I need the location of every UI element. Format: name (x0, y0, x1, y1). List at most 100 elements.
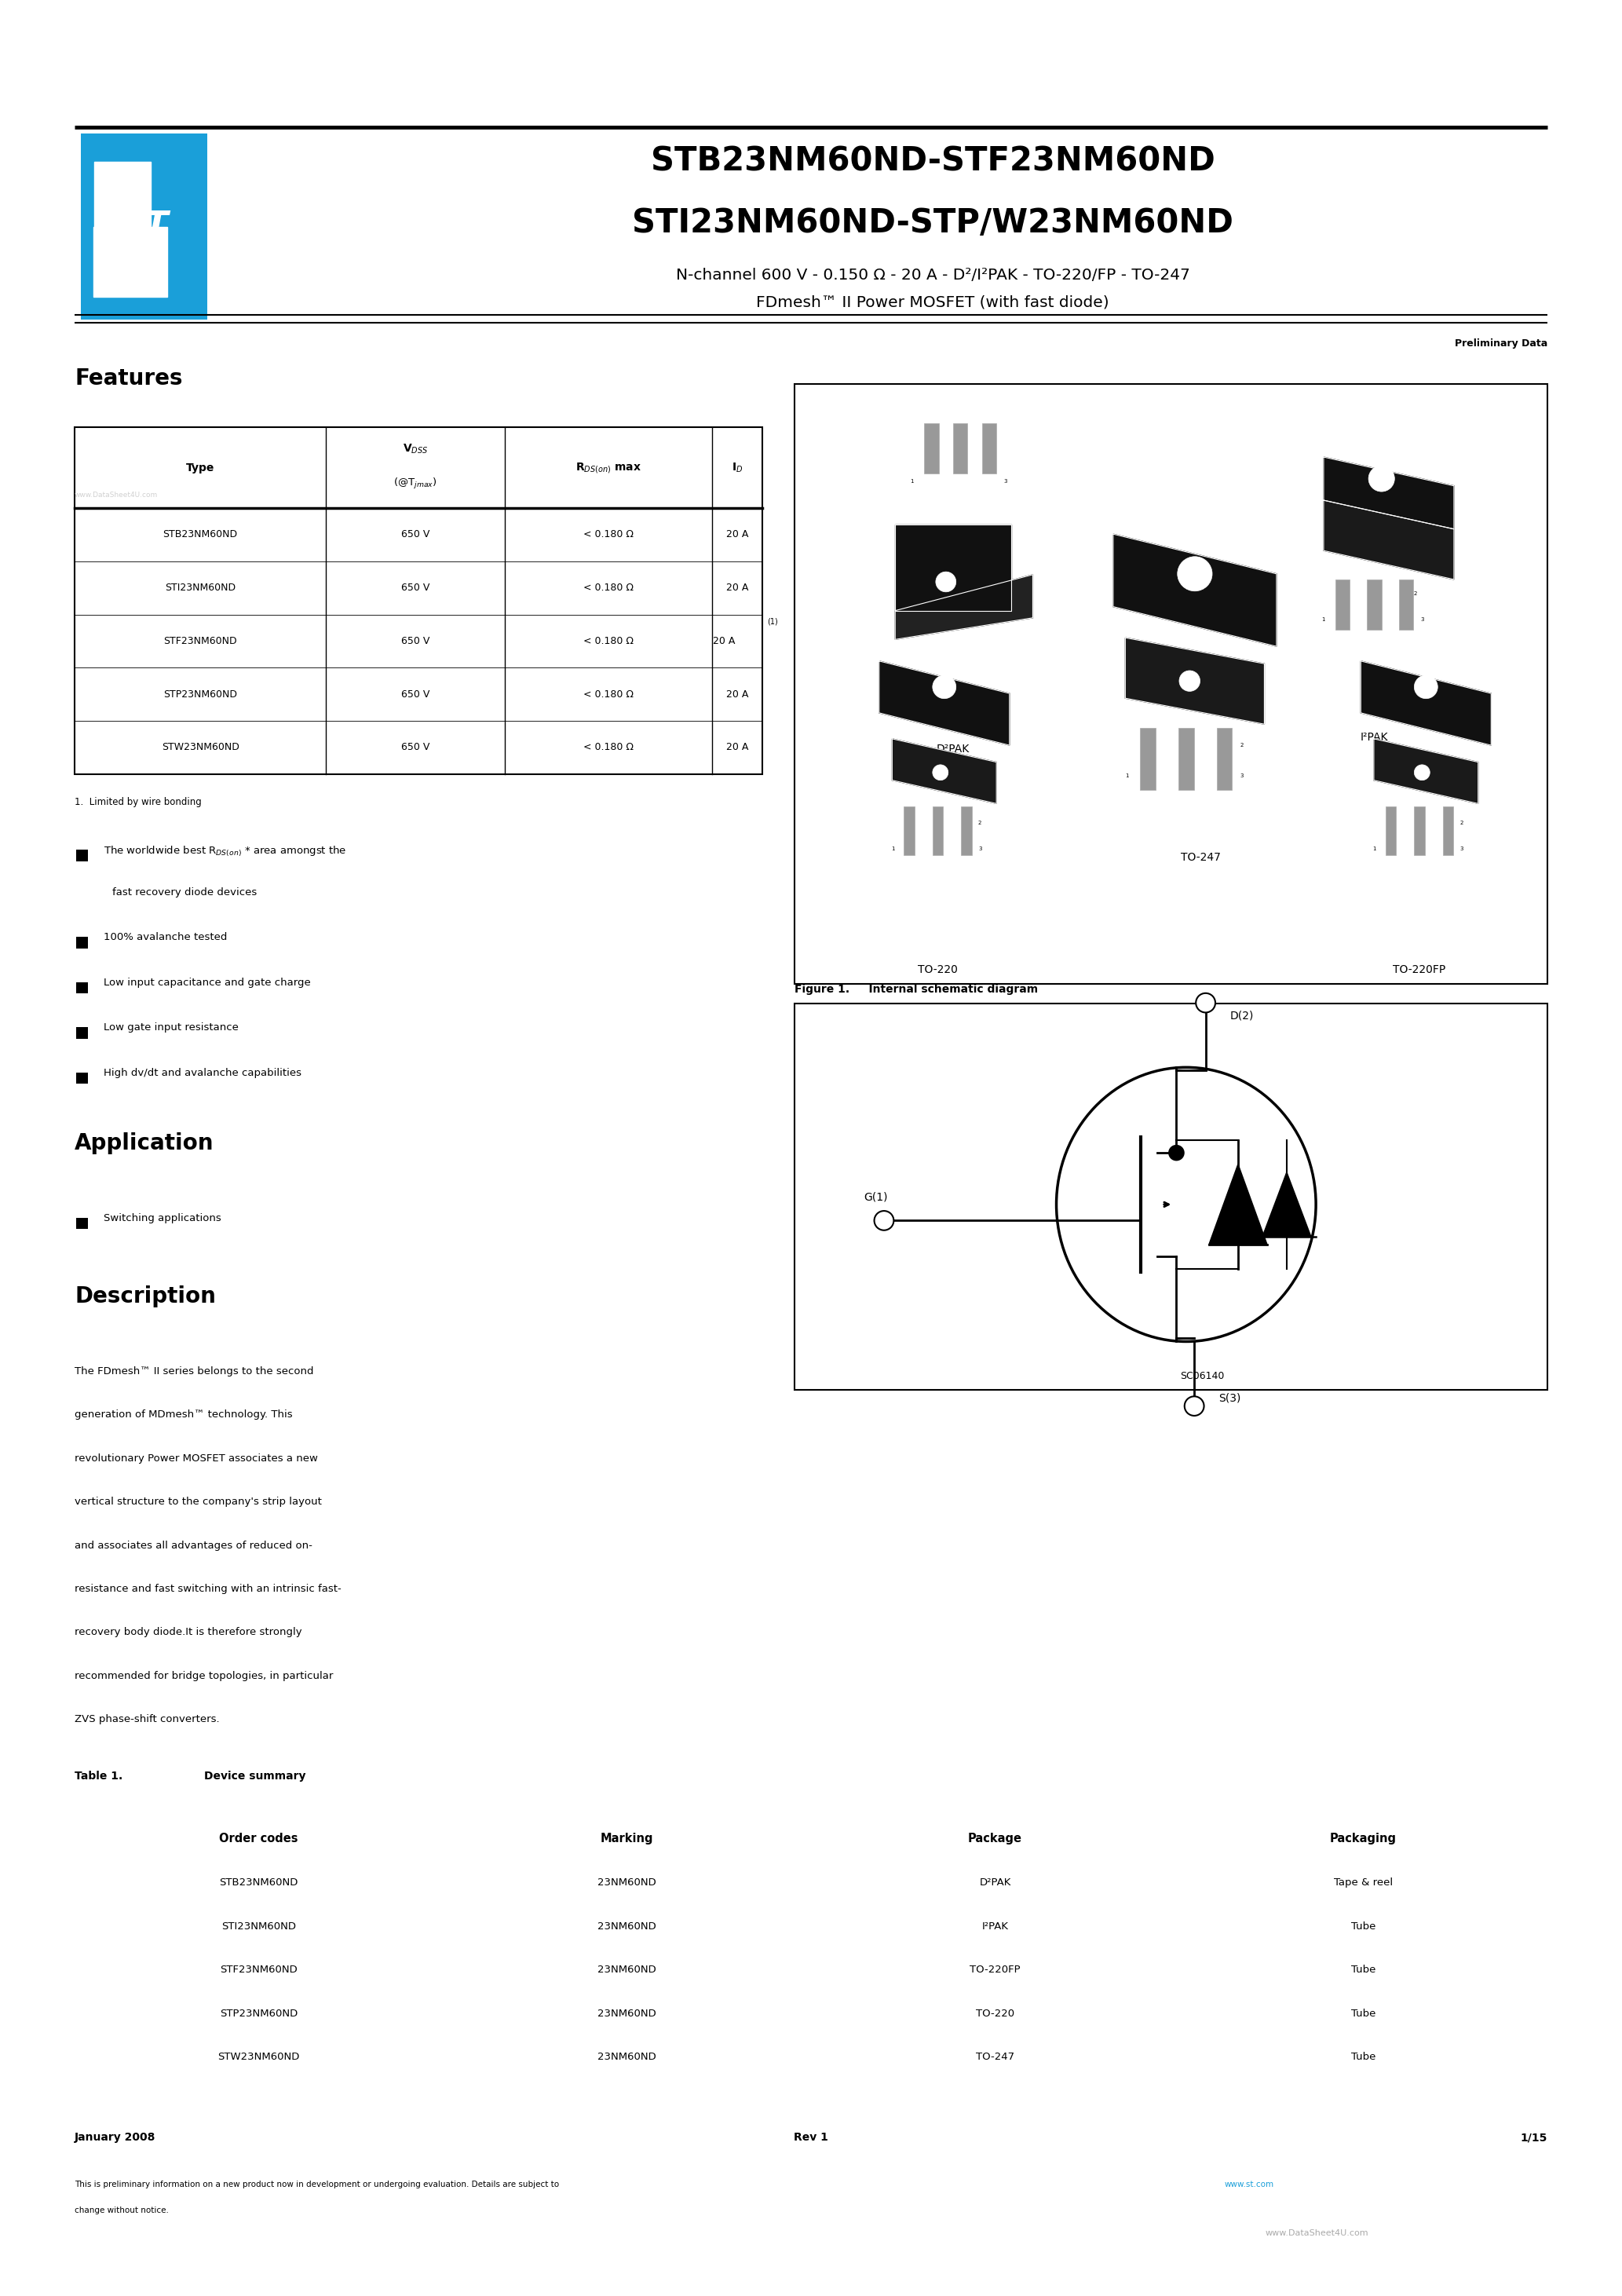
Bar (1414, 806, 1424, 856)
Text: D²PAK: D²PAK (980, 1878, 1011, 1887)
Bar (1367, 579, 1382, 629)
Text: < 0.180 Ω: < 0.180 Ω (584, 742, 633, 753)
Text: TO-220FP: TO-220FP (970, 1965, 1020, 1975)
Text: 23NM60ND: 23NM60ND (597, 1878, 657, 1887)
Text: Device summary: Device summary (204, 1770, 307, 1782)
Bar (76, 1026, 88, 1038)
Bar (1335, 579, 1350, 629)
Bar (75, 1816, 1547, 1862)
Text: 20 A: 20 A (727, 689, 748, 700)
Bar (76, 937, 88, 948)
Text: Package: Package (968, 1832, 1022, 1844)
Text: 2: 2 (1413, 592, 1418, 597)
Text: www.DataSheet4U.com: www.DataSheet4U.com (75, 491, 157, 498)
Circle shape (1179, 670, 1200, 691)
Text: change without notice.: change without notice. (75, 2206, 169, 2213)
Text: 2: 2 (1239, 742, 1244, 746)
Text: 3: 3 (1421, 618, 1424, 622)
Text: Preliminary Data: Preliminary Data (1455, 340, 1547, 349)
Text: SC06140: SC06140 (1181, 1371, 1225, 1382)
Text: 20 A: 20 A (727, 583, 748, 592)
Text: < 0.180 Ω: < 0.180 Ω (584, 689, 633, 700)
Text: This is preliminary information on a new product now in development or undergoin: This is preliminary information on a new… (75, 2181, 560, 2188)
Text: 1: 1 (910, 478, 915, 484)
Text: 2: 2 (1460, 820, 1463, 824)
Text: D(2): D(2) (1229, 1010, 1254, 1022)
Text: Tube: Tube (1351, 1965, 1375, 1975)
Text: 2: 2 (978, 820, 981, 824)
Polygon shape (1208, 1164, 1267, 1244)
Circle shape (1184, 1396, 1204, 1417)
Polygon shape (94, 161, 151, 227)
Text: R$_{DS(on)}$ max: R$_{DS(on)}$ max (576, 461, 641, 475)
Text: 3: 3 (1239, 774, 1244, 778)
Text: www.st.com: www.st.com (1225, 2181, 1275, 2188)
Circle shape (1195, 994, 1215, 1013)
Text: Order codes: Order codes (219, 1832, 298, 1844)
Bar (1444, 806, 1453, 856)
Text: G(1): G(1) (865, 1192, 887, 1203)
Bar (795, 1003, 1547, 1391)
Text: 3: 3 (978, 847, 981, 852)
Text: Description: Description (75, 1286, 216, 1306)
Text: 1.  Limited by wire bonding: 1. Limited by wire bonding (75, 797, 201, 806)
Text: STI23NM60ND-STP/W23NM60ND: STI23NM60ND-STP/W23NM60ND (633, 207, 1233, 239)
Text: STW23NM60ND: STW23NM60ND (162, 742, 238, 753)
Text: I²PAK: I²PAK (1361, 732, 1388, 744)
Text: 20 A: 20 A (727, 742, 748, 753)
Text: < 0.180 Ω: < 0.180 Ω (584, 530, 633, 540)
Text: N-channel 600 V - 0.150 Ω - 20 A - D²/I²PAK - TO-220/FP - TO-247: N-channel 600 V - 0.150 Ω - 20 A - D²/I²… (676, 269, 1189, 282)
Text: TO-220FP: TO-220FP (1393, 964, 1445, 976)
Bar (903, 806, 915, 856)
Text: 650 V: 650 V (401, 530, 430, 540)
Text: 20 A: 20 A (727, 530, 748, 540)
Bar (981, 422, 996, 473)
Text: 1: 1 (890, 847, 895, 852)
Text: I²PAK: I²PAK (981, 1922, 1009, 1931)
Text: recovery body diode.It is therefore strongly: recovery body diode.It is therefore stro… (75, 1628, 302, 1637)
Polygon shape (1361, 661, 1491, 746)
Text: STB23NM60ND: STB23NM60ND (162, 530, 238, 540)
Text: 23NM60ND: 23NM60ND (597, 2009, 657, 2018)
Text: STF23NM60ND: STF23NM60ND (164, 636, 237, 645)
Polygon shape (895, 574, 1033, 638)
Polygon shape (94, 227, 167, 296)
Text: Marking: Marking (600, 1832, 654, 1844)
Polygon shape (1126, 638, 1264, 723)
Bar (76, 1217, 88, 1228)
Text: < 0.180 Ω: < 0.180 Ω (584, 636, 633, 645)
Text: 650 V: 650 V (401, 583, 430, 592)
Text: V$_{DSS}$: V$_{DSS}$ (402, 443, 428, 455)
Polygon shape (1324, 501, 1453, 579)
Polygon shape (1113, 535, 1277, 647)
Text: STI23NM60ND: STI23NM60ND (222, 1922, 295, 1931)
Bar (75, 427, 762, 774)
Text: Tube: Tube (1351, 2009, 1375, 2018)
Text: Type: Type (187, 461, 214, 473)
Text: TO-220: TO-220 (918, 964, 957, 976)
Text: Low gate input resistance: Low gate input resistance (104, 1022, 238, 1033)
Text: vertical structure to the company's strip layout: vertical structure to the company's stri… (75, 1497, 321, 1506)
Text: Table 1.: Table 1. (75, 1770, 123, 1782)
Bar (962, 806, 972, 856)
Text: FDmesh™ II Power MOSFET (with fast diode): FDmesh™ II Power MOSFET (with fast diode… (756, 296, 1109, 310)
Text: Figure 1.     Internal schematic diagram: Figure 1. Internal schematic diagram (795, 985, 1038, 994)
Text: generation of MDmesh™ technology. This: generation of MDmesh™ technology. This (75, 1410, 292, 1419)
Text: 1: 1 (1322, 618, 1325, 622)
Text: TO-247: TO-247 (1181, 852, 1221, 863)
Text: (1): (1) (767, 618, 779, 627)
Text: STB23NM60ND: STB23NM60ND (219, 1878, 298, 1887)
Text: recommended for bridge topologies, in particular: recommended for bridge topologies, in pa… (75, 1671, 333, 1681)
Bar (76, 850, 88, 861)
Text: www.DataSheet4U.com: www.DataSheet4U.com (1265, 2229, 1369, 2236)
Text: January 2008: January 2008 (75, 2133, 156, 2142)
Text: The FDmesh™ II series belongs to the second: The FDmesh™ II series belongs to the sec… (75, 1366, 313, 1375)
Bar (81, 133, 208, 319)
Text: Application: Application (75, 1132, 214, 1155)
Text: revolutionary Power MOSFET associates a new: revolutionary Power MOSFET associates a … (75, 1453, 318, 1463)
Text: Tube: Tube (1351, 1922, 1375, 1931)
Bar (1140, 728, 1156, 790)
Bar (76, 1072, 88, 1084)
Text: TO-247: TO-247 (976, 2053, 1014, 2062)
Text: D²PAK: D²PAK (936, 744, 970, 755)
